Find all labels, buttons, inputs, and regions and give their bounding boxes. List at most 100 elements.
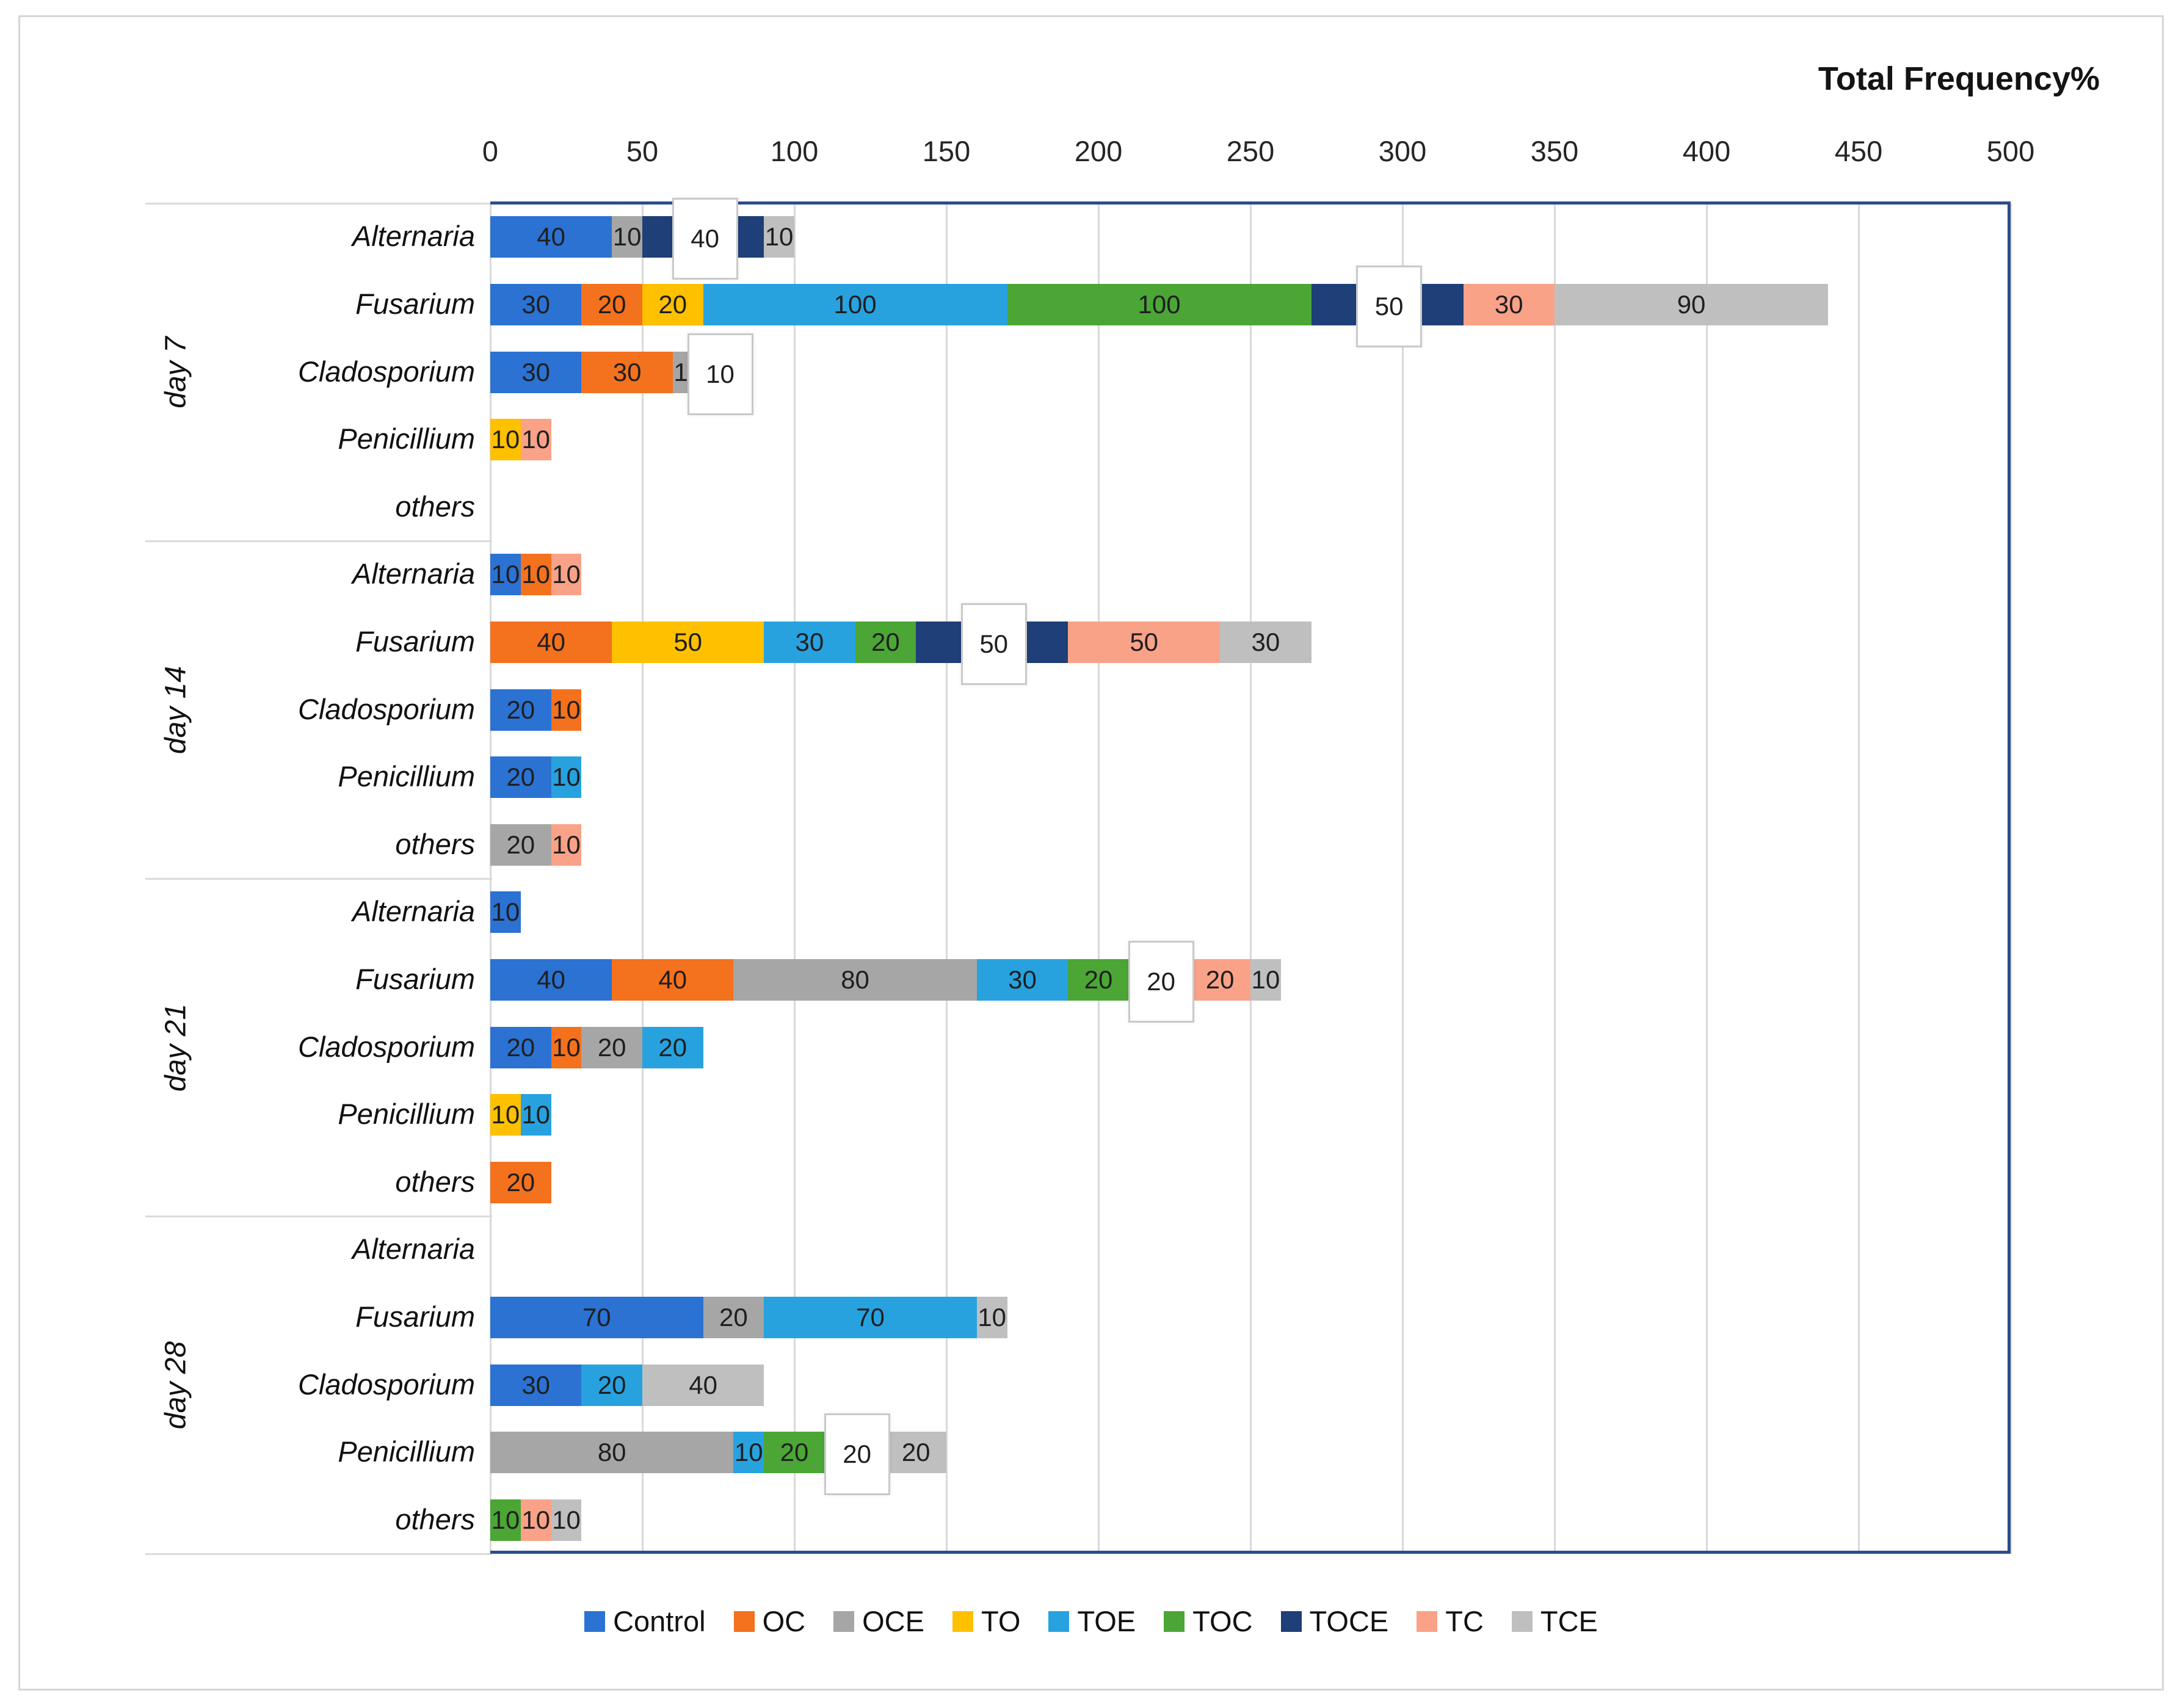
legend-label: Control: [613, 1605, 706, 1637]
bar-segment-control: 10: [490, 891, 521, 933]
bar-segment-tce: 20: [885, 1432, 946, 1474]
axis-tick-label: 400: [1682, 135, 1731, 167]
legend-label: TC: [1445, 1605, 1484, 1637]
stacked-bar: 10 10: [490, 419, 551, 461]
bar-segment-tce: 10: [551, 1499, 582, 1541]
chart-figure: Total Frequency% Control OC OCE TO TOE TOC TOC…: [18, 15, 2164, 1691]
stacked-bar: 40 10 10: [490, 216, 794, 258]
axis-tick-label: 500: [1986, 135, 2035, 167]
group-separator-line: [145, 877, 492, 880]
stacked-bar: 30 20 40: [490, 1364, 764, 1406]
stacked-bar: 10 10 10: [490, 1499, 582, 1541]
legend-item-tc: TC: [1417, 1604, 1484, 1638]
category-label: Alternaria: [352, 1233, 475, 1266]
axis-tick-label: 0: [482, 135, 499, 167]
category-label: others: [395, 827, 475, 860]
bar-segment-tce: 90: [1554, 283, 1829, 325]
category-label: Penicillium: [338, 760, 475, 793]
bar-segment-control: 20: [490, 1026, 551, 1068]
bar-segment-tc: 10: [551, 554, 582, 596]
gridline: [793, 203, 796, 1554]
legend-label: TOCE: [1309, 1605, 1389, 1637]
category-label: Cladosporium: [298, 1368, 475, 1401]
bar-segment-toe: 70: [764, 1296, 977, 1338]
legend-label: TOE: [1077, 1605, 1136, 1637]
bar-segment-toe: 10: [733, 1432, 764, 1474]
legend-swatch-icon: [1164, 1611, 1185, 1632]
bar-segment-oce: 10: [612, 216, 642, 258]
bar-segment-oce: 20: [581, 1026, 642, 1068]
stacked-bar: 10: [490, 891, 521, 933]
category-label: Alternaria: [352, 895, 475, 928]
category-label: others: [395, 490, 475, 523]
group-separator-line: [145, 202, 492, 205]
group-separator-line: [145, 540, 492, 542]
legend-swatch-icon: [833, 1611, 855, 1632]
bar-segment-toc: 20: [764, 1432, 825, 1474]
category-label: Penicillium: [338, 1098, 475, 1131]
legend-item-toe: TOE: [1048, 1604, 1136, 1638]
category-label: others: [395, 1165, 475, 1198]
legend-label: OC: [762, 1605, 806, 1637]
bar-segment-toc: 100: [1007, 283, 1311, 325]
category-label: Fusarium: [355, 625, 475, 658]
legend-swatch-icon: [1280, 1611, 1302, 1632]
bar-segment-tce: 10: [1250, 959, 1281, 1001]
group-separator-line: [145, 1553, 492, 1555]
stacked-bar: 10 10 10: [490, 554, 582, 596]
gridline: [641, 203, 644, 1554]
segment-label-box: 20: [824, 1413, 890, 1496]
bar-segment-oce: 20: [703, 1296, 764, 1338]
bar-segment-oc: 30: [581, 351, 673, 393]
bar-segment-control: 30: [490, 1364, 582, 1406]
stacked-bar: 70 20 70 10: [490, 1296, 1007, 1338]
category-label: Penicillium: [338, 1435, 475, 1468]
bar-segment-tc: 10: [520, 1499, 551, 1541]
bar-segment-oc: 40: [612, 959, 734, 1001]
axis-tick-label: 250: [1226, 135, 1275, 167]
legend-swatch-icon: [1048, 1611, 1070, 1632]
legend-item-control: Control: [584, 1604, 706, 1638]
gridline: [1553, 203, 1556, 1554]
gridline: [1097, 203, 1100, 1554]
stacked-bar: 20 10: [490, 689, 582, 731]
bar-segment-tc: 50: [1068, 621, 1221, 663]
legend-item-oce: OCE: [833, 1604, 924, 1638]
legend-item-to: TO: [952, 1604, 1020, 1638]
legend-item-toc: TOC: [1164, 1604, 1253, 1638]
axis-tick-label: 100: [770, 135, 819, 167]
bar-segment-toe: 100: [703, 283, 1007, 325]
category-label: Cladosporium: [298, 692, 475, 725]
bar-segment-toe: 20: [642, 1026, 703, 1068]
legend-label: TCE: [1540, 1605, 1598, 1637]
bar-segment-toe: 30: [764, 621, 855, 663]
bar-segment-oc: 10: [551, 1026, 582, 1068]
stacked-bar: 40 40 80 30 20 20 10: [490, 959, 1281, 1001]
category-label: Fusarium: [355, 1300, 475, 1333]
gridline: [1705, 203, 1708, 1554]
legend-item-toce: TOCE: [1280, 1604, 1389, 1638]
stacked-bar: 20 10: [490, 756, 582, 799]
segment-label-box: 20: [1128, 940, 1194, 1023]
bar-segment-toe: 20: [581, 1364, 642, 1406]
segment-label-box: 50: [1356, 265, 1423, 347]
legend-label: TO: [981, 1605, 1021, 1637]
bar-segment-to: 10: [490, 1094, 521, 1136]
bar-segment-tc: 10: [551, 824, 582, 866]
category-label: Penicillium: [338, 422, 475, 455]
bar-segment-oce: 80: [490, 1432, 734, 1474]
category-label: Cladosporium: [298, 1030, 475, 1063]
stacked-bar: 20: [490, 1161, 551, 1203]
bar-segment-oc: 40: [490, 621, 612, 663]
category-label: Cladosporium: [298, 355, 475, 388]
bar-segment-control: 20: [490, 689, 551, 731]
bar-segment-tc: 30: [1463, 283, 1555, 325]
segment-label-box: 10: [687, 333, 753, 415]
category-label: Alternaria: [352, 557, 475, 590]
bar-segment-toc: 10: [490, 1499, 521, 1541]
bar-segment-to: 50: [612, 621, 764, 663]
bar-segment-tce: 40: [642, 1364, 764, 1406]
legend-item-tce: TCE: [1511, 1604, 1598, 1638]
stacked-bar: 40 50 30 20 50 30: [490, 621, 1311, 663]
bar-segment-control: 40: [490, 959, 612, 1001]
